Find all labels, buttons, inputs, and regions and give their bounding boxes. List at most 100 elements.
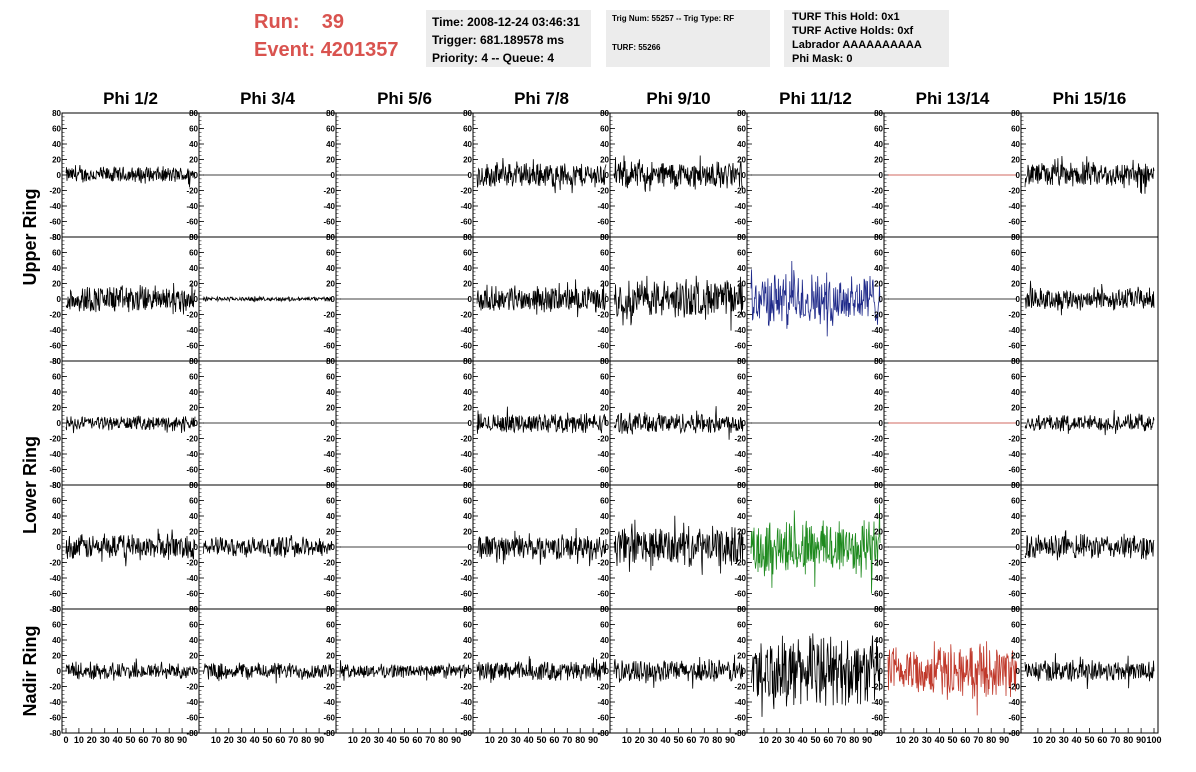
x-tick-label: 40	[250, 735, 260, 745]
y-tick-label: 40	[1011, 140, 1020, 149]
waveform-line	[1024, 280, 1155, 316]
x-tick-label: 50	[1084, 735, 1094, 745]
y-tick-label: 0	[742, 543, 747, 552]
y-tick-label: 60	[52, 125, 61, 134]
y-tick-label: -60	[597, 342, 609, 351]
x-tick-label: 20	[772, 735, 782, 745]
y-tick-label: 20	[189, 404, 198, 413]
x-tick-label: 30	[785, 735, 795, 745]
waveform-line	[476, 279, 607, 318]
y-tick-label: -20	[734, 559, 746, 568]
y-tick-label: 60	[737, 125, 746, 134]
y-tick-label: -40	[323, 574, 335, 583]
x-tick-label: 10	[896, 735, 906, 745]
y-tick-label: -80	[49, 605, 61, 614]
y-tick-label: 40	[189, 140, 198, 149]
y-tick-label: -60	[1008, 466, 1020, 475]
waveform-line	[887, 641, 1018, 716]
x-tick-label: 90	[862, 735, 872, 745]
y-tick-label: 40	[189, 388, 198, 397]
y-tick-label: -20	[49, 435, 61, 444]
y-tick-label: -40	[460, 202, 472, 211]
ring-label: Lower Ring	[20, 436, 40, 534]
y-tick-label: -40	[323, 698, 335, 707]
y-tick-label: 60	[463, 621, 472, 630]
y-tick-label: 0	[57, 419, 62, 428]
y-tick-label: 60	[600, 497, 609, 506]
y-tick-label: 80	[326, 605, 335, 614]
x-tick-label: 10	[485, 735, 495, 745]
y-tick-label: 80	[463, 481, 472, 490]
priority-text: Priority: 4 -- Queue: 4	[432, 51, 555, 65]
y-tick-label: -60	[871, 466, 883, 475]
y-tick-label: 20	[326, 652, 335, 661]
y-tick-label: -60	[460, 466, 472, 475]
y-tick-label: 0	[742, 419, 747, 428]
y-tick-label: 0	[742, 667, 747, 676]
y-tick-label: -40	[186, 698, 198, 707]
y-tick-label: 20	[189, 156, 198, 165]
waveform-line	[750, 504, 881, 594]
y-tick-label: -40	[734, 450, 746, 459]
y-tick-label: 0	[194, 543, 199, 552]
y-tick-label: 0	[742, 295, 747, 304]
y-tick-label: 40	[52, 388, 61, 397]
y-tick-label: -20	[871, 187, 883, 196]
y-tick-label: 20	[1011, 280, 1020, 289]
y-tick-label: 40	[326, 512, 335, 521]
y-tick-label: -20	[1008, 683, 1020, 692]
run-label: Run:	[254, 11, 300, 33]
y-tick-label: 0	[605, 543, 610, 552]
run-value: 39	[321, 11, 345, 33]
y-tick-label: 60	[737, 621, 746, 630]
ring-label: Nadir Ring	[20, 625, 40, 716]
y-tick-label: -60	[734, 342, 746, 351]
y-tick-label: 80	[1011, 481, 1020, 490]
x-tick-label: 60	[412, 735, 422, 745]
y-tick-label: -40	[734, 202, 746, 211]
waveform-line	[476, 656, 607, 683]
y-tick-label: 20	[463, 528, 472, 537]
y-tick-label: 80	[463, 233, 472, 242]
waveform-line	[1024, 155, 1155, 194]
y-tick-label: 60	[326, 249, 335, 258]
x-tick-label: 80	[575, 735, 585, 745]
y-tick-label: 80	[874, 357, 883, 366]
y-tick-label: -60	[49, 714, 61, 723]
x-tick-label: 40	[1072, 735, 1082, 745]
y-tick-label: -20	[871, 683, 883, 692]
x-tick-label: 60	[823, 735, 833, 745]
y-tick-label: 60	[874, 497, 883, 506]
y-tick-label: 20	[189, 528, 198, 537]
y-tick-label: -60	[186, 342, 198, 351]
x-tick-label: 30	[100, 735, 110, 745]
y-tick-label: 60	[463, 125, 472, 134]
y-tick-label: 20	[326, 156, 335, 165]
y-tick-label: -40	[871, 326, 883, 335]
y-tick-label: -20	[186, 311, 198, 320]
y-tick-label: 80	[874, 233, 883, 242]
y-tick-label: -20	[49, 683, 61, 692]
y-tick-label: -60	[597, 466, 609, 475]
y-tick-label: 20	[874, 156, 883, 165]
y-tick-label: 40	[326, 388, 335, 397]
ring-label: Upper Ring	[20, 189, 40, 286]
y-tick-label: -80	[597, 729, 609, 738]
x-tick-label: 90	[588, 735, 598, 745]
x-tick-label: 90	[1136, 735, 1146, 745]
x-tick-label: 80	[438, 735, 448, 745]
waveform-line	[1024, 530, 1155, 561]
column-header: Phi 9/10	[646, 89, 710, 108]
y-tick-label: 20	[600, 280, 609, 289]
y-tick-label: 80	[1011, 233, 1020, 242]
y-tick-label: 60	[52, 249, 61, 258]
y-tick-label: 60	[874, 373, 883, 382]
y-tick-label: 60	[463, 249, 472, 258]
y-tick-label: -60	[323, 714, 335, 723]
y-tick-label: 40	[326, 264, 335, 273]
y-tick-label: 80	[1011, 605, 1020, 614]
